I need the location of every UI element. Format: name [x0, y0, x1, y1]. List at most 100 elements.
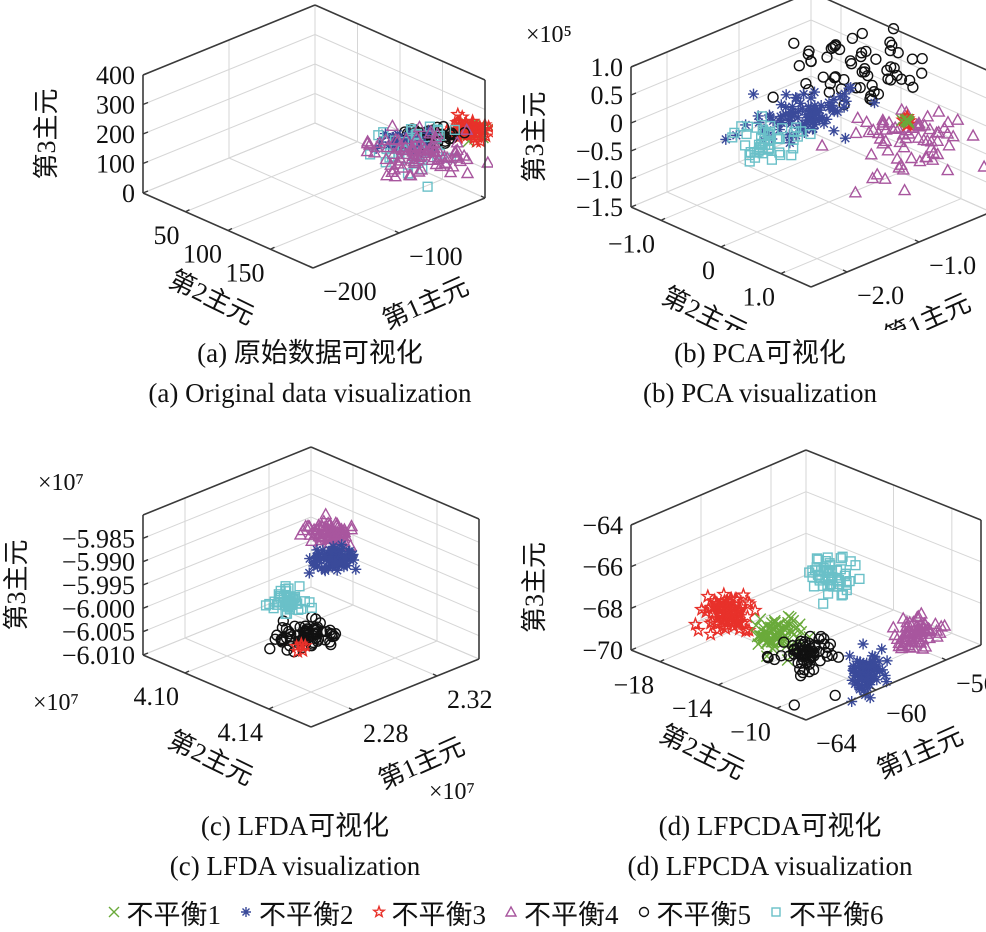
- data-point-class-2: [800, 109, 812, 121]
- axes-3d: −70−68−66−64−18−14−10−64−60−56第3主元第2主元第1…: [520, 449, 986, 785]
- data-point-class-3: [297, 637, 313, 653]
- grid-line: [630, 19, 812, 96]
- data-point-class-5: [797, 666, 809, 679]
- data-point-class-4: [918, 616, 932, 629]
- data-point-class-4: [431, 151, 445, 164]
- data-point-class-4: [865, 171, 880, 184]
- data-point-class-2: [752, 110, 764, 122]
- z-tick: [142, 605, 149, 609]
- data-point-class-4: [919, 626, 934, 639]
- data-point-class-4: [892, 639, 906, 652]
- grid-line: [810, 47, 986, 127]
- data-point-class-2: [317, 544, 329, 556]
- x-tick: [348, 707, 354, 711]
- grid-line: [268, 640, 438, 710]
- data-point-class-6: [742, 121, 754, 132]
- data-point-class-6: [833, 574, 845, 586]
- data-point-class-3: [720, 612, 737, 628]
- data-point-class-5: [881, 64, 893, 77]
- data-point-class-2: [748, 88, 759, 100]
- data-point-class-2: [869, 97, 880, 109]
- data-point-class-4: [399, 147, 414, 160]
- data-point-class-2: [773, 124, 785, 136]
- data-point-class-2: [853, 669, 865, 680]
- data-point-class-4: [941, 115, 955, 128]
- grid-line: [184, 637, 354, 711]
- data-point-class-6: [727, 132, 738, 143]
- data-point-class-1: [761, 630, 774, 642]
- data-point-class-2: [869, 664, 881, 676]
- data-point-class-5: [788, 699, 800, 711]
- data-point-class-2: [821, 113, 833, 125]
- data-point-class-2: [832, 106, 844, 118]
- data-point-class-2: [313, 554, 325, 566]
- data-point-class-4: [912, 116, 926, 129]
- grid-line: [142, 122, 316, 194]
- data-point-class-4: [876, 136, 890, 149]
- data-point-class-6: [736, 121, 747, 132]
- data-point-class-4: [395, 143, 410, 156]
- data-point-class-1: [779, 621, 792, 633]
- grid-line: [310, 563, 480, 637]
- data-point-class-4: [848, 185, 863, 198]
- data-point-class-6: [788, 143, 799, 154]
- data-point-class-4: [941, 163, 955, 176]
- data-points: [360, 106, 493, 192]
- data-point-class-2: [340, 557, 352, 569]
- data-point-class-4: [448, 144, 462, 157]
- grid-line: [314, 34, 486, 110]
- grid-line: [630, 0, 794, 68]
- data-point-class-3: [741, 595, 758, 611]
- data-point-class-5: [319, 634, 331, 646]
- z-exponent-label: ×10⁵: [526, 22, 572, 48]
- data-point-class-5: [788, 37, 800, 49]
- data-point-class-6: [306, 602, 317, 614]
- x-marker-icon: [108, 906, 119, 918]
- grid-line: [630, 75, 812, 152]
- data-point-class-4: [405, 151, 419, 164]
- data-point-class-2: [827, 104, 839, 116]
- data-point-class-6: [260, 600, 272, 611]
- x-axis-label: 第1主元: [378, 271, 473, 330]
- data-point-class-4: [937, 618, 952, 631]
- data-point-class-4: [937, 120, 951, 133]
- data-point-class-4: [339, 529, 353, 542]
- x-tick: [914, 239, 920, 243]
- z-tick: [142, 101, 149, 106]
- y-exponent-label: ×10⁷: [33, 690, 79, 716]
- grid-line: [827, 0, 986, 71]
- data-point-class-5: [892, 47, 904, 59]
- data-point-class-4: [443, 165, 458, 178]
- axes-3d: −1.5−1.0−0.500.51.0−1.001.0−2.0−1.00第3主元…: [520, 0, 986, 330]
- data-point-class-4: [460, 152, 474, 165]
- data-point-class-6: [764, 126, 775, 137]
- z-tick: [630, 148, 637, 152]
- data-point-class-4: [926, 145, 941, 158]
- box-edge: [805, 449, 982, 521]
- data-point-class-2: [780, 101, 792, 113]
- data-point-class-2: [839, 132, 851, 144]
- data-point-class-4: [916, 641, 930, 654]
- data-point-class-4: [344, 522, 359, 535]
- z-tick-label: −5.985: [62, 524, 135, 553]
- z-tick-label: 0: [122, 179, 135, 208]
- z-axis-label: 第3主元: [32, 88, 61, 179]
- data-point-class-4: [878, 171, 892, 184]
- y-tick: [227, 227, 233, 232]
- data-point-class-4: [870, 167, 884, 180]
- z-tick-label: −66: [582, 553, 623, 582]
- data-point-class-4: [305, 533, 319, 546]
- data-point-class-6: [791, 122, 802, 133]
- data-point-class-6: [756, 111, 768, 122]
- data-point-class-4: [890, 151, 904, 164]
- data-point-class-4: [905, 632, 920, 645]
- data-point-class-5: [846, 32, 859, 45]
- data-point-class-4: [871, 126, 886, 139]
- y-tick-label: 0: [702, 256, 715, 285]
- grid-line: [310, 469, 480, 543]
- data-point-class-6: [824, 558, 835, 569]
- data-point-class-4: [412, 164, 426, 177]
- data-point-class-2: [793, 106, 805, 118]
- legend-item-3: 不平衡3: [368, 893, 486, 932]
